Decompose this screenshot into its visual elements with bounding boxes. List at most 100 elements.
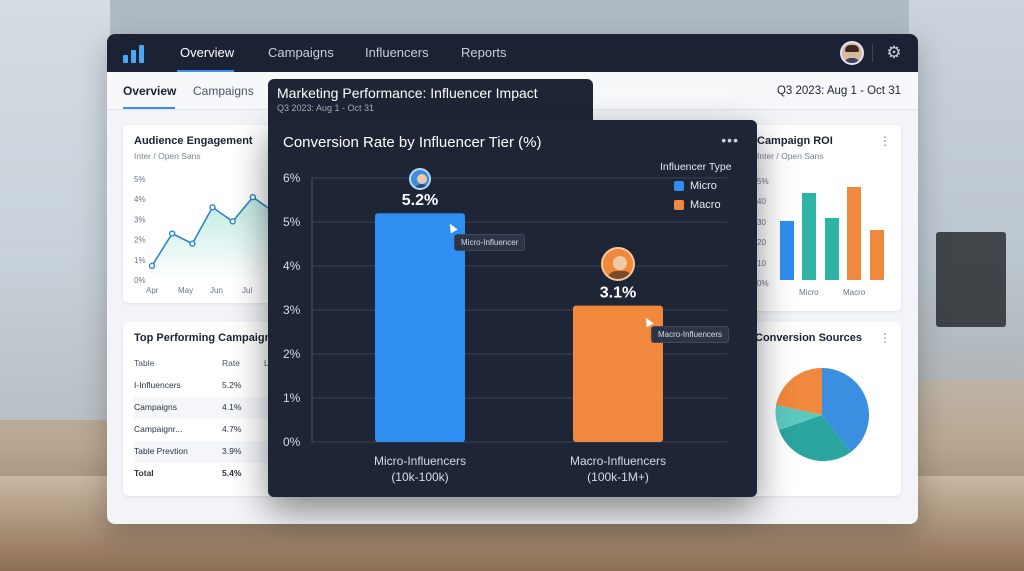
engagement-y-tick: 5%	[134, 175, 146, 184]
roi-y-tick: 30	[757, 218, 766, 227]
card-title: Campaign ROI	[757, 135, 833, 147]
row-rate: 4.7%	[222, 424, 242, 434]
top-navigation-bar: Overview Campaigns Influencers Reports ⚙	[107, 34, 918, 72]
chart-title: Conversion Rate by Influencer Tier (%)	[283, 134, 542, 151]
y-tick-label: 1%	[283, 391, 301, 405]
y-tick-label: 5%	[283, 215, 301, 229]
x-tick-label: Macro-Influencers	[570, 454, 666, 468]
engagement-x-tick: Jul	[242, 286, 252, 295]
row-rate: 5.2%	[222, 380, 242, 390]
pie-slice[interactable]	[775, 405, 822, 430]
roi-bar[interactable]	[780, 221, 794, 280]
legend-title: Influencer Type	[660, 161, 732, 173]
engagement-point[interactable]	[148, 262, 156, 270]
tooltip-macro: Macro-Influencers	[651, 326, 730, 343]
card-subtitle: Inter / Open Sans	[134, 151, 201, 161]
total-rate: 5.4%	[222, 468, 242, 478]
subnav-active-underline	[123, 107, 175, 109]
y-tick-label: 4%	[283, 259, 301, 273]
row-name: I-Influencers	[134, 380, 181, 390]
subnav-overview[interactable]: Overview	[123, 84, 177, 98]
table-row[interactable]: Table Prevtion 3.9%	[134, 441, 293, 463]
legend-swatch	[674, 181, 684, 191]
audience-engagement-card: Audience Engagement Inter / Open Sans 5%…	[123, 125, 293, 303]
more-options-icon[interactable]: •••	[721, 132, 739, 148]
conversion-bar-chart: 6% 5% 4% 3% 2% 1% 0% 5.2% 3.1% Micro-Influencer…	[283, 171, 727, 484]
topbar-divider	[872, 44, 873, 62]
table-row[interactable]: Campaigns 4.1%	[134, 397, 293, 419]
chart-legend: Influencer Type Micro Macro	[660, 161, 732, 211]
influencer-avatar-macro	[601, 247, 635, 281]
kebab-menu-icon[interactable]: ⋮	[879, 331, 891, 345]
nav-overview[interactable]: Overview	[180, 45, 235, 60]
x-tick-label: (10k-100k)	[391, 470, 448, 484]
row-rate: 3.9%	[222, 446, 242, 456]
table-row[interactable]: Campaignr... 4.7%	[134, 419, 293, 441]
col-header: Rate	[222, 358, 240, 368]
roi-bar[interactable]	[847, 187, 861, 280]
engagement-point[interactable]	[168, 230, 176, 237]
gear-icon[interactable]: ⚙	[886, 43, 902, 62]
roi-y-tick: 10	[757, 259, 766, 268]
pie-slice[interactable]	[779, 415, 851, 462]
engagement-point[interactable]	[189, 240, 196, 247]
roi-x-tick: Micro	[799, 288, 819, 297]
bar-chart-logo-icon[interactable]	[123, 43, 145, 63]
engagement-x-tick: Jun	[210, 286, 223, 295]
roi-bar[interactable]	[825, 218, 839, 280]
x-tick-label: Micro-Influencers	[374, 454, 466, 468]
user-avatar[interactable]	[840, 41, 864, 65]
pie-slice[interactable]	[776, 367, 822, 415]
engagement-x-tick: May	[178, 286, 193, 295]
legend-label: Micro	[690, 180, 717, 192]
col-header: Table	[134, 358, 155, 368]
bar-value-label: 3.1%	[600, 285, 636, 302]
bar-micro[interactable]	[375, 213, 465, 442]
background-window-left	[0, 0, 110, 420]
kebab-menu-icon[interactable]: ⋮	[879, 134, 891, 148]
y-tick-label: 6%	[283, 171, 301, 185]
roi-y-tick: 20	[757, 238, 766, 247]
engagement-area	[152, 197, 273, 280]
nav-influencers[interactable]: Influencers	[365, 45, 429, 60]
engagement-point[interactable]	[229, 218, 236, 225]
card-title: Conversion Sources	[755, 332, 862, 344]
nav-reports[interactable]: Reports	[461, 45, 507, 60]
report-subtitle: Q3 2023: Aug 1 - Oct 31	[277, 103, 375, 113]
roi-bar[interactable]	[870, 230, 884, 280]
total-label: Total	[134, 468, 154, 478]
tooltip-micro: Micro-Influencer	[454, 234, 526, 251]
table-row[interactable]: I-Influencers 5.2%	[134, 375, 293, 397]
roi-x-tick: Macro	[843, 288, 866, 297]
row-rate: 4.1%	[222, 402, 242, 412]
engagement-point[interactable]	[209, 204, 216, 211]
legend-label: Macro	[690, 199, 721, 211]
roi-bar[interactable]	[802, 193, 816, 280]
roi-y-tick: 0%	[757, 279, 769, 288]
date-range[interactable]: Q3 2023: Aug 1 - Oct 31	[776, 85, 901, 97]
roi-y-tick: 5%	[757, 177, 769, 186]
subnav-campaigns[interactable]: Campaigns	[193, 84, 254, 98]
sources-pie-chart	[775, 367, 870, 462]
card-title: Top Performing Campaigns	[134, 332, 278, 344]
y-tick-label: 0%	[283, 435, 301, 449]
y-tick-label: 3%	[283, 303, 301, 317]
report-title-panel: Marketing Performance: Influencer Impact…	[268, 79, 593, 127]
col-header: L	[264, 358, 269, 368]
conversion-chart-panel: Conversion Rate by Influencer Tier (%) •…	[268, 120, 757, 497]
row-name: Campaigns	[134, 402, 177, 412]
pie-slice[interactable]	[822, 368, 870, 452]
report-title: Marketing Performance: Influencer Impact	[277, 85, 538, 101]
card-title: Audience Engagement	[134, 135, 253, 147]
conversion-sources-card: Conversion Sources ⋮	[739, 322, 901, 496]
roi-y-tick: 40	[757, 197, 766, 206]
legend-item-micro[interactable]: Micro	[674, 180, 732, 192]
engagement-y-tick: 4%	[134, 195, 146, 204]
legend-item-macro[interactable]: Macro	[674, 199, 732, 211]
table-total-row: Total 5.4%	[134, 463, 293, 485]
engagement-point[interactable]	[249, 193, 257, 201]
nav-campaigns[interactable]: Campaigns	[268, 45, 334, 60]
bar-macro[interactable]	[573, 305, 663, 442]
table-header: Table Rate L	[134, 353, 293, 375]
influencer-avatar-micro	[409, 168, 431, 190]
